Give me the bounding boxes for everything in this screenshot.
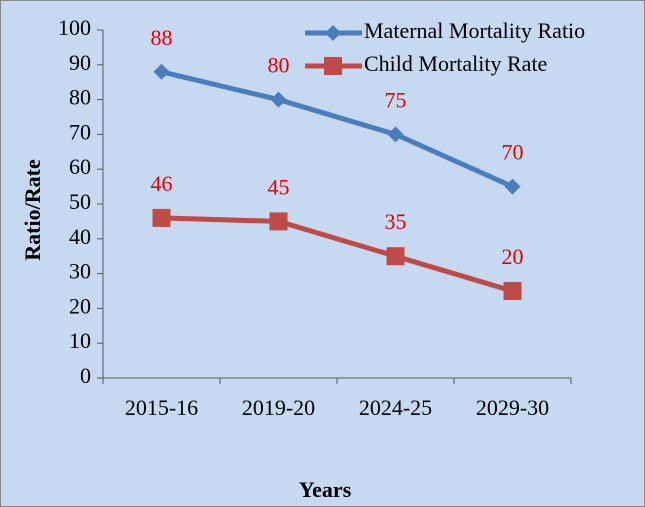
x-axis-label: Years (299, 477, 352, 502)
line (160, 69, 514, 189)
marker (503, 282, 522, 300)
y-tick-label: 60 (69, 154, 91, 179)
x-tick-label: 2015-16 (125, 395, 198, 420)
marker (153, 63, 170, 80)
marker (387, 126, 404, 143)
marker (152, 208, 171, 227)
marker (504, 178, 521, 195)
marker (386, 247, 405, 266)
y-tick-label: 50 (69, 189, 91, 214)
legend-marker (325, 25, 341, 41)
y-tick-label: 80 (69, 85, 91, 110)
y-tick-label: 20 (69, 293, 91, 318)
y-tick-label: 90 (69, 50, 91, 75)
annotation: 45 (268, 174, 290, 199)
annotation: 88 (151, 25, 173, 50)
marker (269, 212, 288, 231)
y-axis-label: Ratio/Rate (20, 159, 45, 261)
legend-marker (324, 57, 342, 75)
y-tick-label: 40 (69, 224, 91, 249)
x-tick-label: 2029-30 (476, 395, 549, 420)
legend-label: Child Mortality Rate (364, 51, 547, 76)
x-tick-label: 2019-20 (242, 395, 315, 420)
annotation: 20 (502, 244, 524, 269)
y-tick-label: 0 (80, 363, 91, 388)
annotation: 75 (385, 87, 407, 112)
annotation: 35 (385, 209, 407, 234)
y-tick-label: 70 (69, 119, 91, 144)
annotation: 80 (268, 53, 290, 78)
y-tick-label: 30 (69, 259, 91, 284)
x-tick-label: 2024-25 (359, 395, 432, 420)
y-tick-label: 10 (69, 328, 91, 353)
annotation: 70 (502, 140, 524, 165)
marker (270, 91, 287, 108)
annotation: 46 (151, 171, 173, 196)
legend-label: Maternal Mortality Ratio (364, 18, 585, 43)
y-tick-label: 100 (58, 15, 91, 40)
line (161, 215, 514, 294)
